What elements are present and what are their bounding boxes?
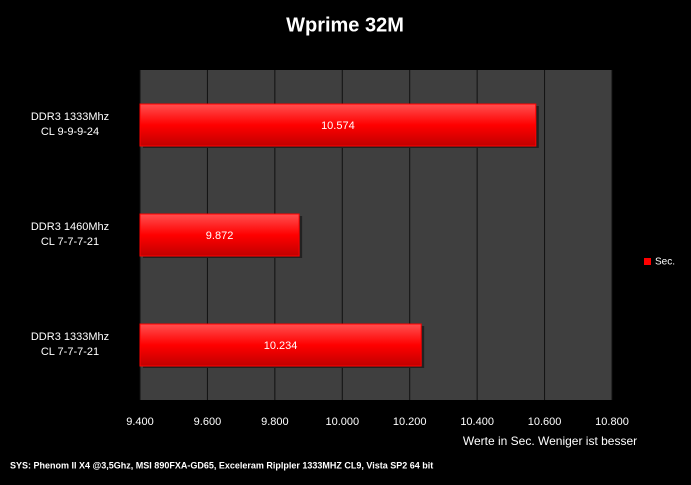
data-label: 10.234 (264, 340, 298, 352)
x-tick-label: 9.400 (126, 416, 154, 428)
data-label: 9.872 (206, 230, 234, 242)
chart-title: Wprime 32M (286, 14, 404, 36)
x-axis-title: Werte in Sec. Weniger ist besser (463, 434, 637, 448)
x-tick-label: 9.600 (194, 416, 222, 428)
legend-label: Sec. (655, 257, 675, 268)
bar (139, 213, 300, 257)
y-tick-label: DDR3 1460Mhz CL 7-7-7-21 (30, 221, 110, 248)
bar (139, 103, 537, 147)
x-tick-label: 10.200 (393, 416, 427, 428)
y-tick-label: DDR3 1333Mhz CL 7-7-7-21 (30, 331, 110, 358)
x-tick-label: 10.600 (528, 416, 562, 428)
data-label: 10.574 (321, 120, 355, 132)
y-tick-label: DDR3 1333Mhz CL 9-9-9-24 (30, 111, 110, 138)
x-tick-label: 10.400 (460, 416, 494, 428)
footnote: SYS: Phenom II X4 @3,5Ghz, MSI 890FXA-GD… (10, 460, 433, 470)
x-tick-label: 10.000 (325, 416, 359, 428)
bar (139, 323, 422, 367)
x-tick-label: 9.800 (261, 416, 289, 428)
legend-swatch (644, 258, 651, 265)
x-tick-label: 10.800 (595, 416, 629, 428)
